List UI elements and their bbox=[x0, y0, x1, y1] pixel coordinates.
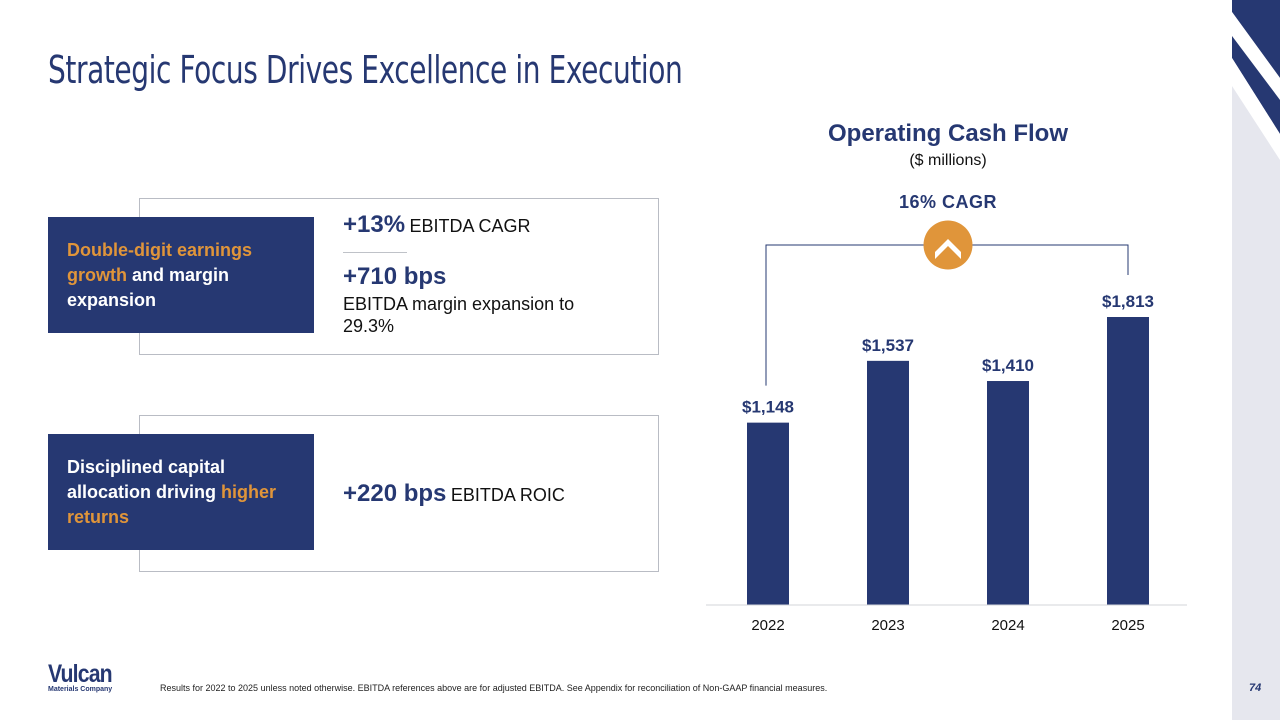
metric-ebitda-cagr: +13% EBITDA CAGR bbox=[343, 211, 531, 239]
label-plain-text: Disciplined capital allocation driving bbox=[67, 456, 226, 502]
x-tick-2025: 2025 bbox=[1111, 617, 1144, 634]
bar-2025 bbox=[1107, 317, 1149, 605]
cagr-annotation: 16% CAGR bbox=[898, 192, 998, 212]
label-accent-text: Double-digit earnings growth bbox=[67, 239, 253, 285]
logo-tagline: Materials Company bbox=[48, 686, 113, 693]
metric-desc: EBITDA margin expansion to 29.3% bbox=[343, 294, 575, 336]
data-label-2025: $1,813 bbox=[1102, 292, 1154, 311]
cagr-bracket bbox=[765, 244, 1129, 386]
bar-2024 bbox=[987, 381, 1029, 605]
x-tick-2024: 2024 bbox=[991, 617, 1024, 634]
data-label-2022: $1,148 bbox=[742, 398, 794, 417]
metric-desc: EBITDA CAGR bbox=[409, 216, 531, 236]
footnote: Results for 2022 to 2025 unless noted ot… bbox=[160, 683, 828, 693]
metric-ebitda-roic: +220 bps EBITDA ROIC bbox=[343, 480, 565, 508]
label-accent-text: higher returns bbox=[67, 481, 277, 527]
page-number: 74 bbox=[1249, 682, 1262, 694]
bar-2023 bbox=[867, 360, 909, 605]
metric-margin-expansion: +710 bps EBITDA margin expansion to 29.3… bbox=[343, 263, 613, 337]
x-tick-2022: 2022 bbox=[751, 617, 784, 634]
chevron-up-icon bbox=[923, 220, 973, 270]
card-earnings-growth-label: Double-digit earnings growth and margin … bbox=[48, 217, 314, 333]
metric-divider bbox=[343, 252, 407, 253]
cagr-bracket-line bbox=[765, 244, 1129, 386]
metric-desc: EBITDA ROIC bbox=[450, 485, 565, 505]
metric-value: +220 bps bbox=[343, 480, 447, 507]
logo-wordmark: Vulcan bbox=[48, 660, 113, 688]
vulcan-logo: Vulcan Materials Company bbox=[48, 660, 128, 697]
data-label-2024: $1,410 bbox=[982, 356, 1034, 375]
metric-value: +710 bps bbox=[343, 263, 447, 290]
chart-title: Operating Cash Flow bbox=[827, 120, 1069, 147]
x-tick-2023: 2023 bbox=[871, 617, 904, 634]
data-label-2023: $1,537 bbox=[862, 336, 914, 355]
label-plain-text: and margin expansion bbox=[67, 264, 230, 310]
slide-title: Strategic Focus Drives Excellence in Exe… bbox=[48, 48, 683, 92]
bar-2022 bbox=[747, 422, 789, 605]
metric-value: +13% bbox=[343, 211, 406, 238]
card-capital-allocation-label: Disciplined capital allocation driving h… bbox=[48, 434, 314, 550]
chart-subtitle: ($ millions) bbox=[909, 152, 987, 169]
decorative-stripe-strip bbox=[1232, 0, 1280, 720]
